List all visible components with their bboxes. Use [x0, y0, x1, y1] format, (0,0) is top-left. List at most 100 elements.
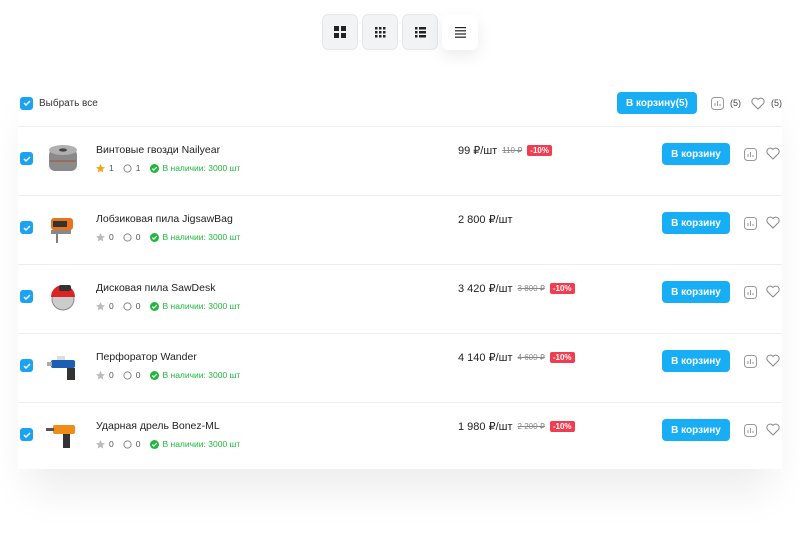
- stock-status: В наличии: 3000 шт: [150, 439, 240, 449]
- select-all-checkbox[interactable]: [20, 96, 33, 110]
- price: 99 ₽/шт: [458, 145, 498, 157]
- product-meta: 0 0 В наличии: 3000 шт: [96, 301, 240, 311]
- add-to-cart-button[interactable]: В корзину: [662, 350, 730, 372]
- view-grid-large-button[interactable]: [322, 14, 358, 50]
- heart-icon[interactable]: [766, 147, 780, 160]
- compare-icon[interactable]: [744, 355, 757, 368]
- product-meta: 0 0 В наличии: 3000 шт: [96, 232, 240, 242]
- stock-text: В наличии: 3000 шт: [162, 163, 241, 173]
- check-circle-icon: [150, 163, 160, 173]
- check-circle-icon: [150, 301, 160, 311]
- price: 1 980 ₽/шт: [458, 421, 513, 433]
- list-header: Выбрать все В корзину(5) (5) (5): [20, 92, 782, 114]
- favorites-count: (5): [771, 98, 782, 108]
- star-icon: [96, 232, 105, 241]
- heart-icon[interactable]: [766, 285, 780, 298]
- compare-icon[interactable]: [744, 217, 757, 230]
- rating-value: 0: [109, 370, 114, 380]
- heart-icon[interactable]: [766, 216, 780, 229]
- star-icon: [96, 370, 105, 379]
- product-meta: 0 0 В наличии: 3000 шт: [96, 370, 240, 380]
- reviews-count: 0: [135, 301, 141, 311]
- rating-value: 1: [109, 163, 114, 173]
- heart-icon[interactable]: [766, 423, 780, 436]
- product-image[interactable]: [45, 210, 81, 246]
- product-image[interactable]: [45, 348, 81, 384]
- list-compact-icon: [454, 26, 466, 38]
- discount-badge: -10%: [549, 283, 575, 294]
- product-image[interactable]: [45, 279, 81, 315]
- cart-item-row: Лобзиковая пила JigsawBag 0 0 В наличии:…: [18, 195, 782, 264]
- select-all-label: Выбрать все: [39, 97, 98, 109]
- price-block: 1 980 ₽/шт 2 200 ₽ -10%: [458, 420, 575, 433]
- check-icon: [22, 431, 31, 438]
- product-image[interactable]: [45, 141, 81, 177]
- stock-status: В наличии: 3000 шт: [150, 232, 240, 242]
- view-mode-switcher: [322, 14, 478, 50]
- item-checkbox[interactable]: [20, 152, 33, 165]
- compare-icon[interactable]: [711, 96, 724, 110]
- product-meta: 0 0 В наличии: 3000 шт: [96, 439, 240, 449]
- old-price: 2 200 ₽: [517, 422, 545, 431]
- add-all-to-cart-button[interactable]: В корзину(5): [617, 92, 697, 114]
- cart-item-row: Дисковая пила SawDesk 0 0 В наличии: 300…: [18, 264, 782, 333]
- item-checkbox[interactable]: [20, 359, 33, 372]
- stock-status: В наличии: 3000 шт: [150, 301, 240, 311]
- view-list-button[interactable]: [402, 14, 438, 50]
- price: 4 140 ₽/шт: [458, 352, 513, 364]
- old-price: 3 800 ₽: [517, 284, 545, 293]
- comment-icon: [123, 232, 132, 242]
- star-icon: [96, 439, 105, 448]
- add-to-cart-button[interactable]: В корзину: [662, 143, 730, 165]
- reviews-count: 1: [135, 163, 141, 173]
- cart-item-row: Перфоратор Wander 0 0 В наличии: 3000 шт…: [18, 333, 782, 402]
- product-name[interactable]: Винтовые гвозди Nailyear: [96, 144, 221, 156]
- product-name[interactable]: Перфоратор Wander: [96, 351, 197, 363]
- product-name[interactable]: Лобзиковая пила JigsawBag: [96, 213, 233, 225]
- compare-icon[interactable]: [744, 424, 757, 437]
- add-to-cart-button[interactable]: В корзину: [662, 419, 730, 441]
- item-checkbox[interactable]: [20, 290, 33, 303]
- discount-badge: -10%: [549, 352, 575, 363]
- heart-icon[interactable]: [766, 354, 780, 367]
- product-name[interactable]: Дисковая пила SawDesk: [96, 282, 216, 294]
- view-grid-small-button[interactable]: [362, 14, 398, 50]
- stock-text: В наличии: 3000 шт: [162, 370, 241, 380]
- cart-item-row: Винтовые гвозди Nailyear 1 1 В наличии: …: [18, 126, 782, 195]
- grid-small-icon: [374, 26, 385, 37]
- check-circle-icon: [150, 439, 160, 449]
- product-image[interactable]: [45, 417, 81, 453]
- item-checkbox[interactable]: [20, 221, 33, 234]
- item-checkbox[interactable]: [20, 428, 33, 441]
- comment-icon: [123, 163, 132, 173]
- star-icon: [96, 301, 105, 310]
- stock-status: В наличии: 3000 шт: [150, 370, 240, 380]
- check-icon: [22, 224, 31, 231]
- compare-icon[interactable]: [744, 148, 757, 161]
- grid-large-icon: [334, 26, 346, 38]
- compare-icon[interactable]: [744, 286, 757, 299]
- cart-item-row: Ударная дрель Bonez-ML 0 0 В наличии: 30…: [18, 402, 782, 471]
- price-block: 4 140 ₽/шт 4 600 ₽ -10%: [458, 351, 575, 364]
- old-price: 4 600 ₽: [517, 353, 545, 362]
- stock-text: В наличии: 3000 шт: [162, 301, 241, 311]
- discount-badge: -10%: [549, 421, 575, 432]
- add-to-cart-button[interactable]: В корзину: [662, 281, 730, 303]
- check-icon: [22, 293, 31, 300]
- product-meta: 1 1 В наличии: 3000 шт: [96, 163, 240, 173]
- product-name[interactable]: Ударная дрель Bonez-ML: [96, 420, 220, 432]
- add-to-cart-button[interactable]: В корзину: [662, 212, 730, 234]
- reviews-count: 0: [135, 370, 141, 380]
- comment-icon: [123, 439, 132, 449]
- discount-badge: -10%: [527, 145, 552, 156]
- reviews-count: 0: [135, 232, 141, 242]
- rating-value: 0: [109, 301, 114, 311]
- heart-icon[interactable]: [751, 97, 765, 110]
- view-list-compact-button[interactable]: [442, 14, 478, 50]
- check-icon: [22, 100, 31, 107]
- rating-value: 0: [109, 232, 114, 242]
- comment-icon: [123, 301, 132, 311]
- list-icon: [414, 26, 426, 37]
- price-block: 2 800 ₽/шт: [458, 213, 513, 226]
- price-block: 99 ₽/шт 110 ₽ -10%: [458, 144, 552, 157]
